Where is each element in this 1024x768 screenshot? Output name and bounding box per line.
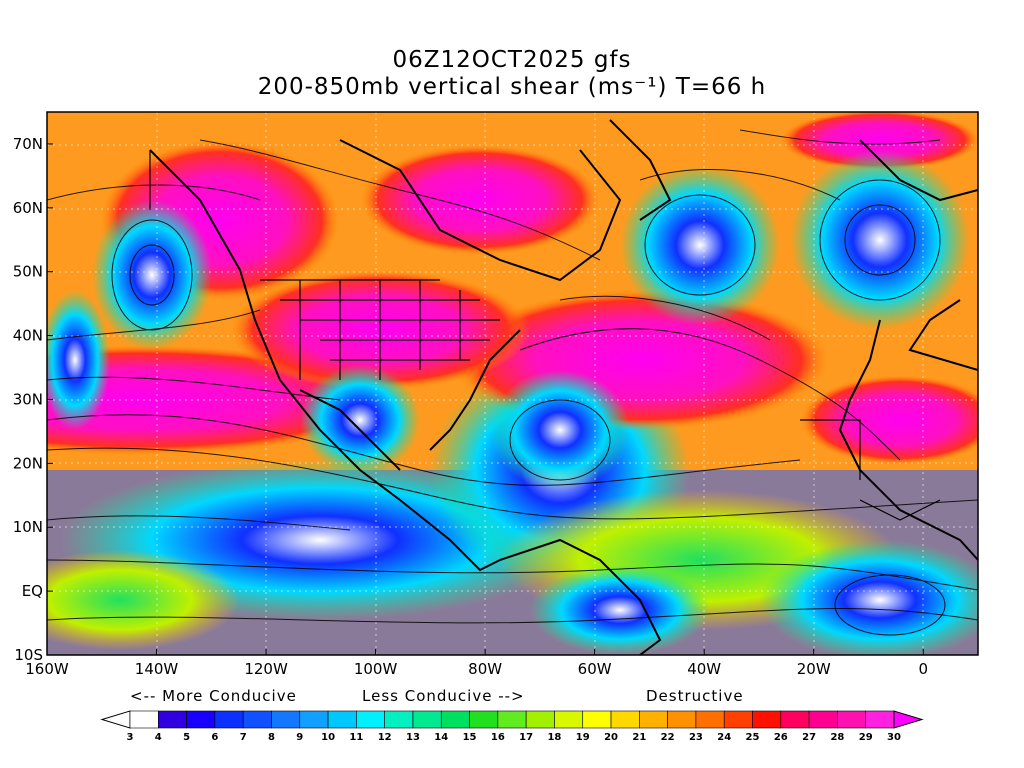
- colorbar-box: [752, 710, 782, 729]
- colorbar-label: 11: [349, 732, 363, 743]
- longitude-axis: 160W 140W 120W 100W 80W 60W 40W 20W 0: [25, 649, 928, 678]
- colorbar-label: 7: [240, 732, 247, 743]
- colorbar-box: [610, 710, 640, 729]
- colorbar-box: [186, 710, 216, 729]
- colorbar-box: [723, 710, 753, 729]
- colorbar-box: [214, 710, 244, 729]
- colorbar-label: 24: [717, 732, 731, 743]
- colorbar-label: 13: [406, 732, 420, 743]
- shear-field: [47, 112, 978, 655]
- latitude-axis: 70N 60N 50N 40N 30N 20N 10N EQ 10S: [13, 135, 53, 664]
- colorbar-box: [356, 710, 385, 729]
- colorbar-box: [497, 710, 527, 729]
- colorbar-box: [865, 710, 895, 729]
- lon-label: 100W: [354, 660, 398, 678]
- colorbar-box: [554, 710, 584, 729]
- colorbar-label: 16: [491, 732, 505, 743]
- colorbar-box: [582, 710, 612, 729]
- colorbar-over-triangle: [893, 710, 924, 729]
- colorbar-box: [667, 710, 697, 729]
- lon-label: 20W: [797, 660, 831, 678]
- map-title-line1: 06Z12OCT2025 gfs: [392, 47, 632, 73]
- lat-label: EQ: [22, 582, 43, 600]
- colorbar: 3 4 5 6 7 8 9 10 11 12 13 14 15 16 17 18 19 20 21 22 23 24 25 2…: [100, 710, 924, 743]
- lat-label: 60N: [13, 199, 43, 217]
- lat-label: 20N: [13, 454, 43, 472]
- colorbar-label: 25: [746, 732, 760, 743]
- colorbar-label: 17: [519, 732, 533, 743]
- colorbar-box: [384, 710, 414, 729]
- colorbar-label: 22: [661, 732, 675, 743]
- lat-label: 10S: [14, 646, 43, 664]
- map-frame: [46, 111, 979, 656]
- colorbar-label: 14: [434, 732, 448, 743]
- colorbar-box: [271, 710, 301, 729]
- colorbar-label: 3: [127, 732, 134, 743]
- lat-label: 70N: [13, 135, 43, 153]
- colorbar-label: 4: [155, 732, 162, 743]
- colorbar-label: 28: [830, 732, 844, 743]
- lon-label: 160W: [25, 660, 69, 678]
- lon-label: 0: [918, 660, 928, 678]
- lat-label: 30N: [13, 390, 43, 408]
- colorbar-box: [157, 710, 187, 729]
- map-title-line2: 200-850mb vertical shear (ms⁻¹) T=66 h: [257, 74, 767, 100]
- colorbar-box: [837, 710, 867, 729]
- lat-label: 40N: [13, 327, 43, 345]
- lon-label: 120W: [244, 660, 288, 678]
- colorbar-box: [440, 710, 470, 729]
- lat-label: 50N: [13, 263, 43, 281]
- lon-label: 80W: [468, 660, 502, 678]
- colorbar-box: [780, 710, 810, 729]
- colorbar-label: 21: [632, 732, 646, 743]
- lon-label: 140W: [135, 660, 179, 678]
- colorbar-label: 9: [296, 732, 303, 743]
- destructive-label: Destructive: [646, 687, 744, 705]
- colorbar-label: 12: [378, 732, 392, 743]
- colorbar-box: [242, 710, 272, 729]
- colorbar-label: 20: [604, 732, 618, 743]
- colorbar-box: [299, 710, 329, 729]
- less-conducive-label: Less Conducive -->: [362, 687, 525, 705]
- colorbar-under-triangle: [100, 710, 131, 729]
- colorbar-label: 27: [802, 732, 816, 743]
- colorbar-label: 26: [774, 732, 788, 743]
- colorbar-label: 30: [887, 732, 901, 743]
- colorbar-box: [639, 710, 668, 729]
- colorbar-label: 5: [183, 732, 190, 743]
- colorbar-box: [412, 710, 442, 729]
- more-conducive-label: <-- More Conducive: [130, 687, 297, 705]
- lon-label: 40W: [687, 660, 721, 678]
- colorbar-label: 6: [211, 732, 218, 743]
- colorbar-label: 29: [859, 732, 873, 743]
- lon-label: 60W: [578, 660, 612, 678]
- streamlines: [47, 129, 978, 636]
- colorbar-label: 8: [268, 732, 275, 743]
- colorbar-box: [469, 710, 499, 729]
- coastlines: [149, 119, 978, 655]
- lat-label: 10N: [13, 518, 43, 536]
- colorbar-label: 15: [463, 732, 477, 743]
- colorbar-box: [327, 710, 357, 729]
- colorbar-box: [695, 710, 725, 729]
- colorbar-box: [129, 710, 159, 729]
- colorbar-label: 18: [547, 732, 561, 743]
- colorbar-label: 10: [321, 732, 335, 743]
- colorbar-box: [808, 710, 838, 729]
- colorbar-label: 19: [576, 732, 590, 743]
- colorbar-label: 23: [689, 732, 703, 743]
- colorbar-box: [525, 710, 555, 729]
